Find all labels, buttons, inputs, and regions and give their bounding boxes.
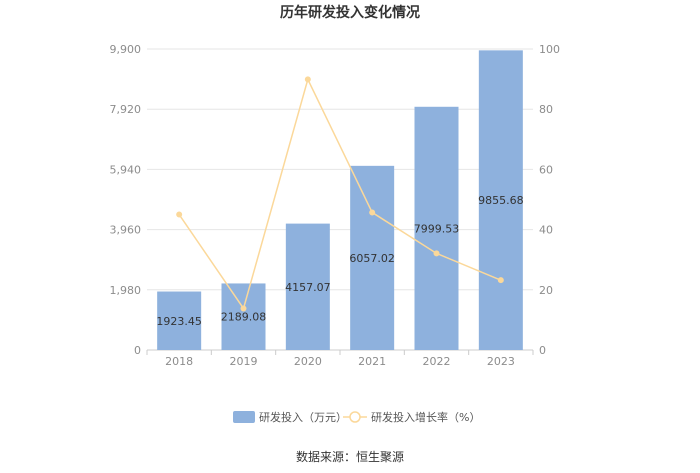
y-left-tick-label: 3,960 bbox=[110, 224, 142, 237]
growth-rate-point bbox=[176, 211, 183, 218]
bar bbox=[478, 50, 523, 351]
x-tick-label: 2021 bbox=[358, 355, 386, 368]
growth-rate-point bbox=[369, 209, 376, 216]
y-left-tick-label: 7,920 bbox=[110, 103, 142, 116]
y-left-tick-label: 5,940 bbox=[110, 163, 142, 176]
growth-rate-point bbox=[433, 250, 440, 257]
y-right-tick-label: 80 bbox=[539, 103, 553, 116]
legend-bar-label: 研发投入（万元） bbox=[259, 410, 347, 424]
growth-rate-line bbox=[178, 77, 502, 311]
y-right-tick-label: 40 bbox=[539, 224, 553, 237]
bar-series bbox=[157, 50, 523, 351]
bar bbox=[350, 165, 395, 350]
bar bbox=[221, 283, 266, 350]
bar bbox=[157, 291, 202, 350]
bar-value-label: 4157.07 bbox=[285, 281, 331, 294]
bar-labels: 1923.45 2189.08 4157.07 6057.02 7999.53 9855.… bbox=[156, 194, 523, 328]
y-right-tick-label: 0 bbox=[539, 344, 546, 357]
source-note: 数据来源：恒生聚源 bbox=[296, 449, 404, 464]
bar bbox=[414, 106, 459, 350]
legend[interactable]: 研发投入（万元） 研发投入增长率（%） bbox=[233, 410, 480, 424]
y-left-tick-label: 1,980 bbox=[110, 284, 142, 297]
bar-value-label: 7999.53 bbox=[414, 222, 460, 235]
bar-value-label: 9855.68 bbox=[478, 194, 524, 207]
x-tick-label: 2023 bbox=[487, 355, 515, 368]
y-left-tick-label: 0 bbox=[134, 344, 141, 357]
bar bbox=[285, 223, 330, 350]
legend-bar-swatch bbox=[233, 411, 255, 423]
x-tick-label: 2019 bbox=[230, 355, 258, 368]
grid-lines bbox=[147, 48, 533, 351]
x-tick-label: 2020 bbox=[294, 355, 322, 368]
growth-rate-point bbox=[240, 305, 247, 312]
legend-line-marker bbox=[349, 411, 361, 423]
y-left-tick-label: 9,900 bbox=[110, 43, 142, 56]
growth-rate-point bbox=[304, 76, 311, 83]
y-right-tick-label: 100 bbox=[539, 43, 560, 56]
legend-line-label: 研发投入增长率（%） bbox=[371, 410, 480, 424]
x-tick-label: 2022 bbox=[423, 355, 451, 368]
x-axis: 2018 2019 2020 2021 2022 2023 bbox=[146, 350, 534, 368]
bar-value-label: 1923.45 bbox=[156, 315, 202, 328]
bar-value-label: 2189.08 bbox=[221, 311, 267, 324]
line-series bbox=[176, 76, 504, 312]
y-right-tick-label: 20 bbox=[539, 284, 553, 297]
left-axis: 0 1,980 3,960 5,940 7,920 9,900 bbox=[110, 43, 142, 357]
x-tick-label: 2018 bbox=[165, 355, 193, 368]
bar-value-label: 6057.02 bbox=[349, 252, 395, 265]
chart-title: 历年研发投入变化情况 bbox=[280, 4, 420, 21]
right-axis: 0 20 40 60 80 100 bbox=[539, 43, 560, 357]
growth-rate-point bbox=[497, 277, 504, 284]
y-right-tick-label: 60 bbox=[539, 163, 553, 176]
